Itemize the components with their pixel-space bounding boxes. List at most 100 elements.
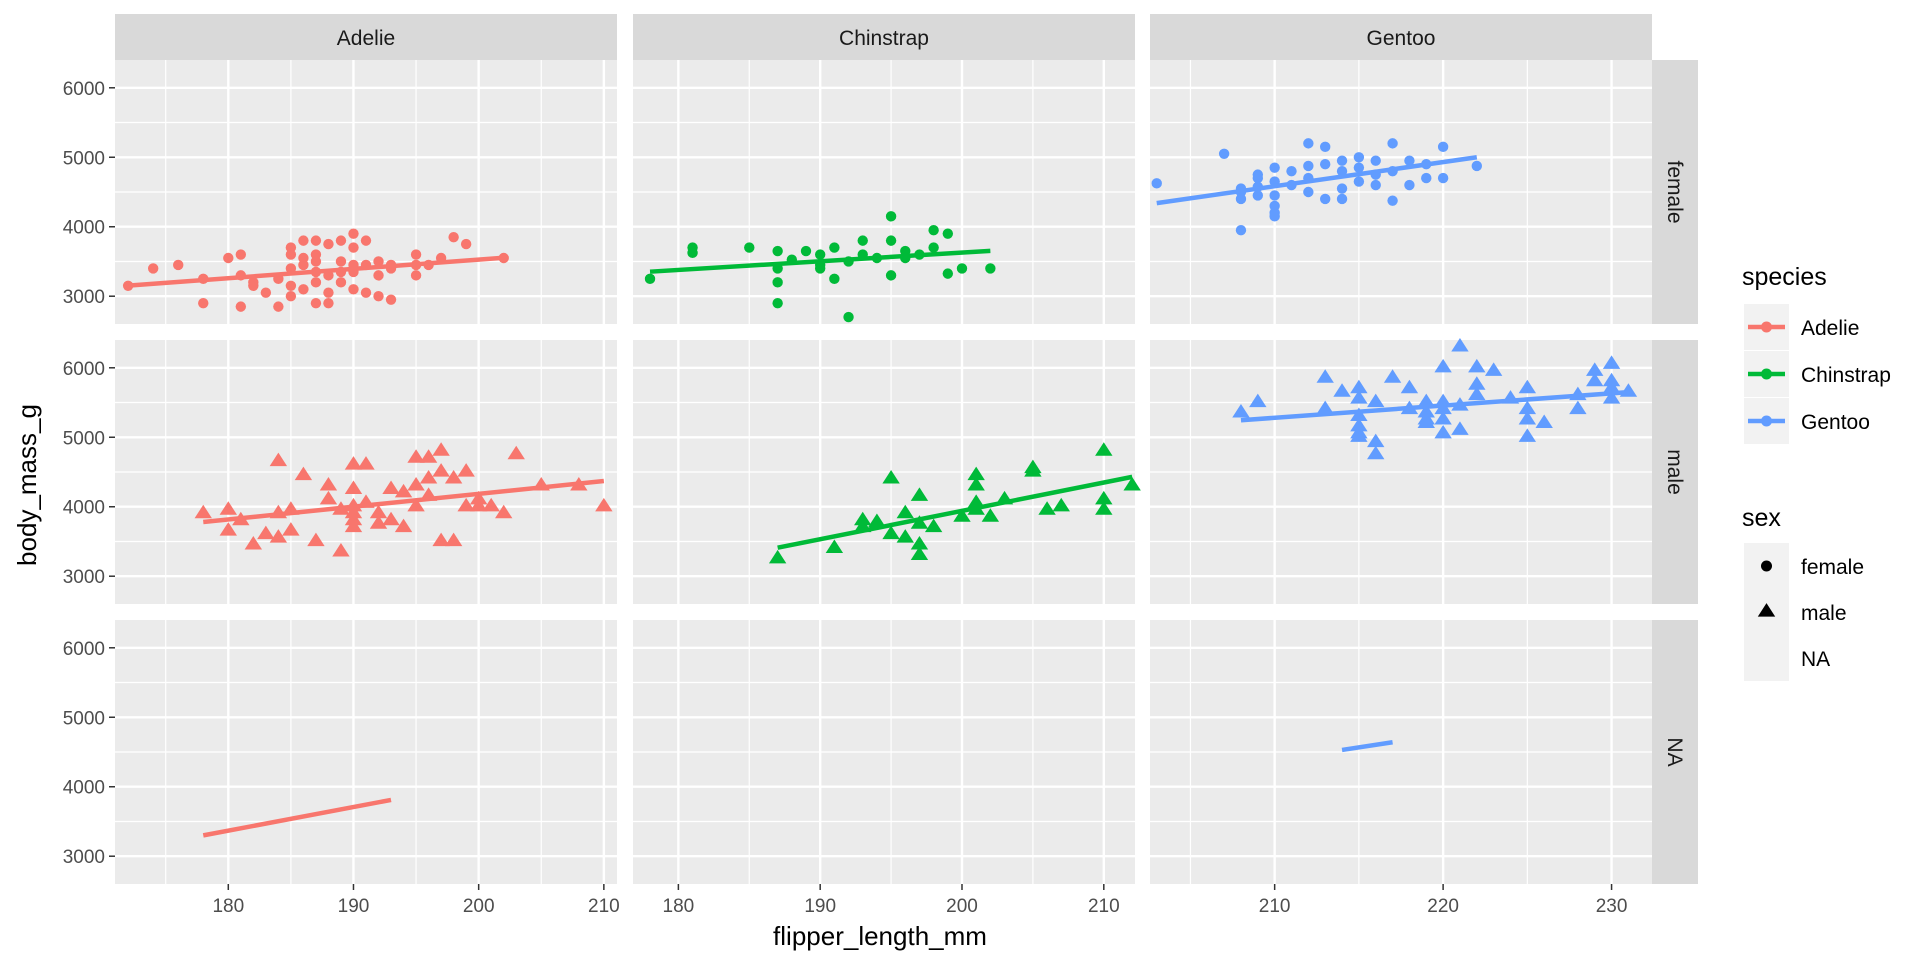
series-chinstrap-female — [644, 211, 996, 323]
data-point-triangle — [595, 497, 613, 512]
data-point — [448, 231, 459, 243]
panel-adelie-male — [115, 340, 617, 604]
data-point — [310, 256, 322, 267]
data-point — [1370, 155, 1381, 166]
y-tick-label: 4000 — [63, 778, 105, 799]
data-point-triangle — [1434, 424, 1452, 439]
data-point — [373, 270, 384, 281]
data-point — [1269, 190, 1280, 201]
data-point — [285, 291, 297, 302]
data-point — [814, 263, 826, 274]
data-point — [173, 259, 184, 271]
y-tick-label: 5000 — [63, 708, 105, 729]
data-point-triangle — [1038, 501, 1056, 515]
data-point-triangle — [244, 536, 263, 550]
data-point-triangle — [357, 456, 375, 470]
data-point — [772, 277, 783, 288]
data-point — [885, 270, 897, 281]
data-point-triangle — [269, 452, 288, 467]
x-tick-label: 180 — [663, 896, 695, 917]
data-point — [800, 245, 812, 257]
data-point — [360, 235, 372, 246]
data-point-triangle — [1095, 442, 1113, 456]
legend-label-gentoo: Gentoo — [1801, 411, 1870, 434]
data-point-triangle — [1232, 404, 1250, 418]
y-tick-label: 6000 — [63, 639, 105, 660]
data-point-triangle — [219, 522, 237, 536]
regression-line — [1156, 155, 1478, 206]
data-point-triangle — [854, 511, 872, 526]
data-point-triangle — [1518, 410, 1537, 425]
data-point-triangle — [469, 497, 488, 512]
series-gentoo-na — [1341, 740, 1393, 753]
data-point — [310, 235, 322, 246]
data-point — [198, 297, 209, 309]
data-point-triangle — [432, 463, 450, 477]
facet-strip-chinstrap — [633, 14, 1135, 60]
data-point — [1353, 176, 1365, 187]
data-point-triangle — [482, 497, 500, 512]
legend-title-sex: sex — [1742, 504, 1781, 532]
data-point — [1404, 179, 1415, 191]
data-point — [814, 249, 826, 260]
data-point — [829, 273, 840, 285]
facet-label-na: NA — [1663, 737, 1686, 766]
data-point — [1303, 160, 1314, 172]
data-point — [298, 235, 309, 246]
data-point-triangle — [1602, 390, 1621, 404]
data-point — [1370, 179, 1381, 191]
data-point — [323, 297, 334, 309]
data-point-triangle — [1417, 393, 1435, 408]
data-point-triangle — [1367, 393, 1385, 408]
data-point — [385, 294, 397, 305]
y-tick-label: 4000 — [63, 498, 105, 519]
data-point — [310, 277, 322, 288]
legend-label-chinstrap: Chinstrap — [1801, 364, 1891, 387]
data-point-triangle — [495, 504, 513, 519]
regression-line — [649, 248, 991, 274]
data-point-triangle — [1468, 358, 1486, 373]
panel-adelie-na — [115, 620, 617, 884]
data-point-triangle — [332, 542, 350, 557]
data-point-triangle — [1569, 400, 1587, 415]
data-point-triangle — [319, 490, 338, 505]
data-point-triangle — [1350, 428, 1368, 442]
data-point-triangle — [307, 532, 325, 547]
data-point-triangle — [344, 480, 363, 494]
data-point-triangle — [1434, 410, 1452, 425]
data-point — [857, 235, 868, 246]
data-point-triangle — [1383, 369, 1402, 383]
data-point — [235, 249, 247, 260]
data-point — [335, 277, 347, 288]
data-point-triangle — [1316, 400, 1334, 415]
data-point-triangle — [432, 442, 450, 456]
data-point-triangle — [1468, 386, 1486, 401]
data-point-triangle — [1350, 390, 1368, 404]
data-point — [885, 235, 897, 246]
data-point — [460, 238, 472, 250]
y-tick-label: 3000 — [63, 567, 105, 588]
data-point — [1336, 193, 1348, 205]
data-point — [772, 297, 783, 309]
data-point — [310, 297, 322, 309]
regression-line — [127, 255, 504, 288]
regression-line — [203, 478, 605, 525]
data-point-triangle — [344, 518, 363, 533]
data-point-triangle — [1518, 379, 1537, 394]
series-gentoo-male — [1232, 338, 1638, 460]
data-point — [248, 280, 259, 291]
y-tick-label: 4000 — [63, 218, 105, 239]
data-point-triangle — [444, 532, 463, 547]
data-point — [829, 242, 840, 253]
legend-key-point — [1761, 415, 1772, 427]
data-point-triangle — [344, 456, 363, 470]
data-point-triangle — [1586, 362, 1604, 376]
data-point-triangle — [882, 470, 900, 484]
data-point — [1269, 162, 1280, 173]
x-tick-label: 210 — [1088, 896, 1120, 917]
data-point — [1437, 141, 1449, 153]
data-point — [348, 228, 359, 239]
data-point-triangle — [967, 494, 985, 508]
data-point — [928, 225, 939, 236]
data-point-triangle — [407, 497, 425, 512]
